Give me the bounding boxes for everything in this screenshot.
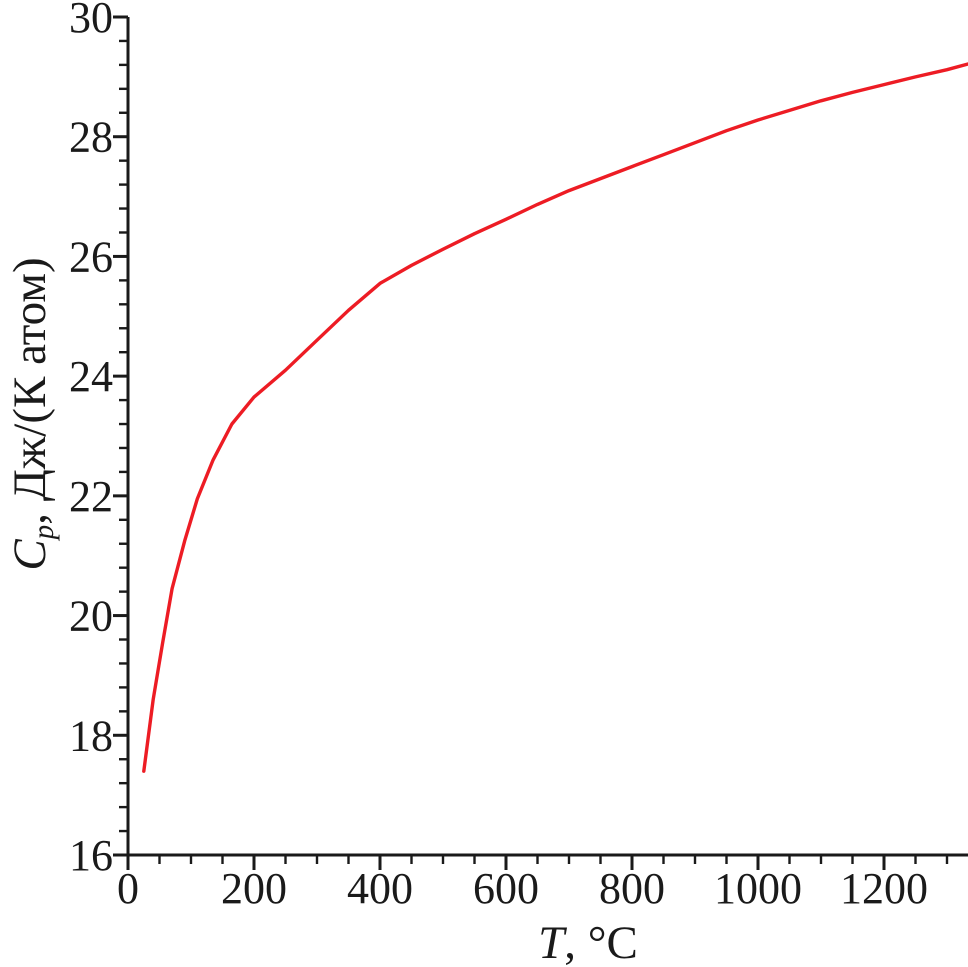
x-tick-label: 800 xyxy=(599,864,665,913)
y-tick-label: 24 xyxy=(69,352,113,401)
y-axis-title-units: , Дж/(К атом) xyxy=(4,257,56,525)
x-axis-title: T, °C xyxy=(418,916,758,967)
y-tick-label: 20 xyxy=(69,592,113,641)
x-tick-label: 0 xyxy=(117,864,139,913)
y-tick-label: 28 xyxy=(69,113,113,162)
x-tick-label: 400 xyxy=(347,864,413,913)
x-axis-title-units: , °C xyxy=(564,917,638,967)
x-tick-label: 1000 xyxy=(714,864,802,913)
y-axis-title-symbol: C xyxy=(4,539,56,571)
heat-capacity-curve xyxy=(142,62,968,773)
y-tick-label: 22 xyxy=(69,472,113,521)
y-axis-title: Cp, Дж/(К атом) xyxy=(4,190,60,638)
x-tick-label: 1200 xyxy=(840,864,928,913)
x-tick-label: 600 xyxy=(473,864,539,913)
y-tick-label: 26 xyxy=(69,232,113,281)
y-tick-label: 30 xyxy=(69,0,113,42)
y-tick-label: 16 xyxy=(69,831,113,880)
y-tick-label: 18 xyxy=(69,711,113,760)
y-axis-title-subscript: p xyxy=(28,524,61,540)
x-tick-label: 200 xyxy=(221,864,287,913)
x-axis-title-symbol: T xyxy=(538,917,565,967)
